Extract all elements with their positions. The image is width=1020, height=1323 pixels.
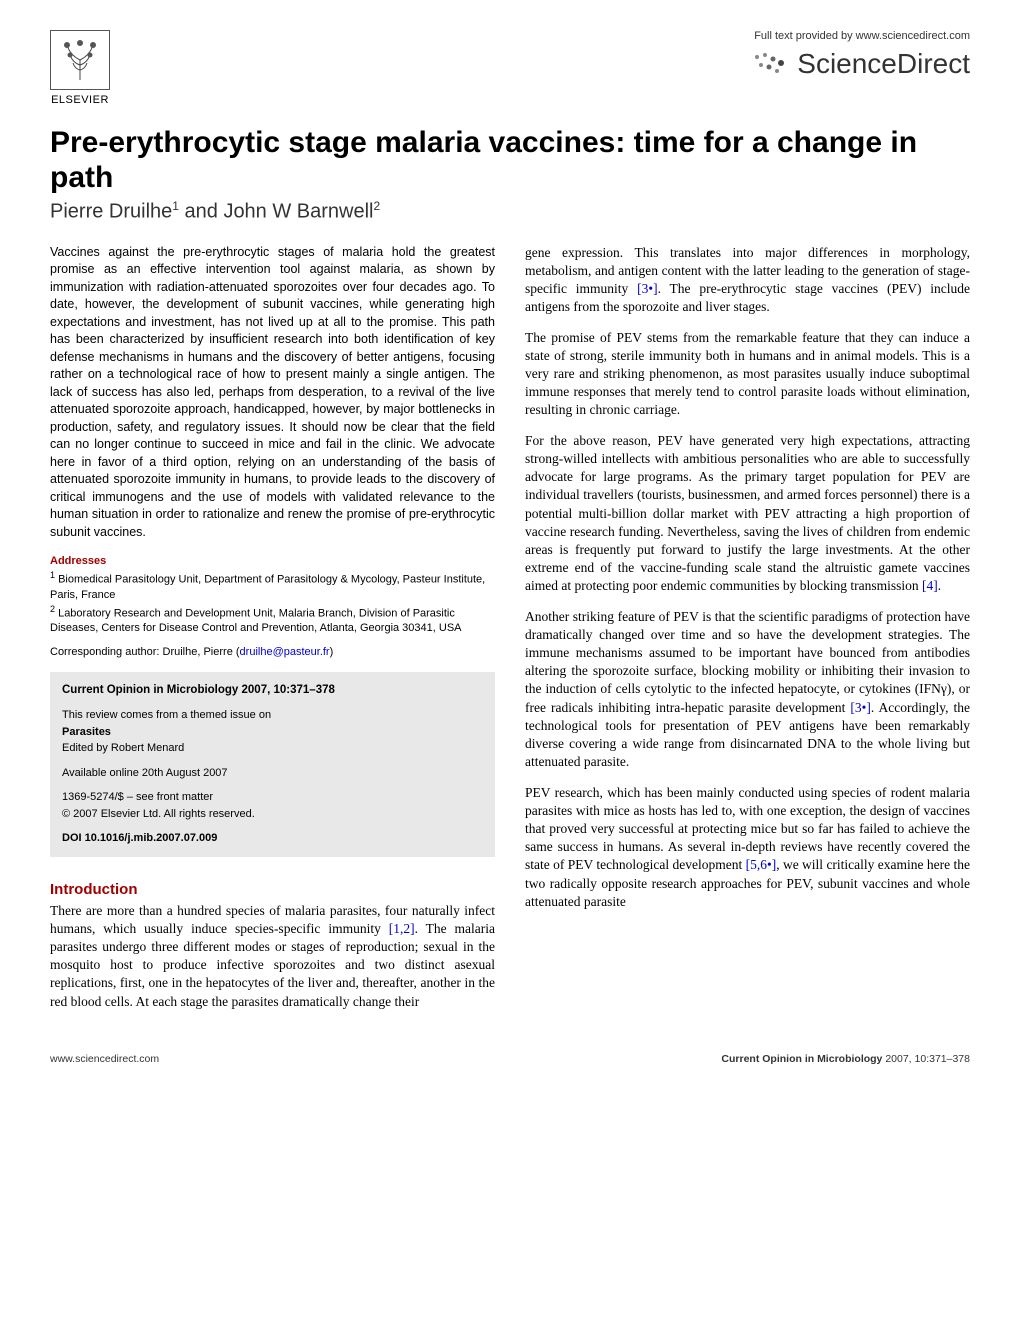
article-title: Pre-erythrocytic stage malaria vaccines:… bbox=[50, 126, 970, 195]
intro-paragraph-1: There are more than a hundred species of… bbox=[50, 902, 495, 1011]
journal-info-box: Current Opinion in Microbiology 2007, 10… bbox=[50, 672, 495, 857]
footer-ref: 2007, 10:371–378 bbox=[882, 1053, 970, 1065]
sd-dots-icon bbox=[749, 49, 789, 79]
addresses-block: 1 Biomedical Parasitology Unit, Departme… bbox=[50, 569, 495, 636]
themed-line1: This review comes from a themed issue on bbox=[62, 709, 271, 721]
col2-p3-a: For the above reason, PEV have generated… bbox=[525, 433, 970, 594]
page-header: ELSEVIER Full text provided by www.scien… bbox=[50, 30, 970, 106]
authors-line: Pierre Druilhe1 and John W Barnwell2 bbox=[50, 199, 970, 224]
col2-paragraph-1: gene expression. This translates into ma… bbox=[525, 244, 970, 317]
edited-by: Edited by Robert Menard bbox=[62, 742, 184, 754]
two-column-layout: Vaccines against the pre-erythrocytic st… bbox=[50, 244, 970, 1023]
doi-line: DOI 10.1016/j.mib.2007.07.009 bbox=[62, 830, 483, 847]
abstract: Vaccines against the pre-erythrocytic st… bbox=[50, 244, 495, 542]
journal-ref-text: Current Opinion in Microbiology 2007, 10… bbox=[62, 684, 335, 696]
page-footer: www.sciencedirect.com Current Opinion in… bbox=[50, 1047, 970, 1065]
themed-line2: Parasites bbox=[62, 726, 111, 738]
footer-left: www.sciencedirect.com bbox=[50, 1053, 159, 1065]
ref-3b[interactable]: [3•] bbox=[850, 700, 870, 715]
ref-1-2[interactable]: [1,2] bbox=[389, 921, 415, 936]
doi-value[interactable]: 10.1016/j.mib.2007.07.009 bbox=[85, 832, 218, 844]
footer-right: Current Opinion in Microbiology 2007, 10… bbox=[721, 1053, 970, 1065]
journal-reference: Current Opinion in Microbiology 2007, 10… bbox=[62, 682, 483, 699]
elsevier-tree-icon bbox=[50, 30, 110, 90]
issn-line: 1369-5274/$ – see front matter bbox=[62, 791, 213, 803]
author-1-affil: 1 bbox=[172, 199, 179, 213]
col2-paragraph-3: For the above reason, PEV have generated… bbox=[525, 432, 970, 596]
available-online: Available online 20th August 2007 bbox=[62, 765, 483, 782]
author-2: John W Barnwell bbox=[223, 201, 373, 223]
corr-close: ) bbox=[330, 646, 334, 658]
corr-label: Corresponding author: Druilhe, Pierre ( bbox=[50, 646, 240, 658]
sciencedirect-block: Full text provided by www.sciencedirect.… bbox=[749, 30, 970, 80]
ref-5-6[interactable]: [5,6•] bbox=[746, 857, 777, 872]
sciencedirect-logo: ScienceDirect bbox=[749, 48, 970, 80]
col2-paragraph-5: PEV research, which has been mainly cond… bbox=[525, 784, 970, 912]
sd-name: ScienceDirect bbox=[797, 48, 970, 80]
right-column: gene expression. This translates into ma… bbox=[525, 244, 970, 1023]
themed-issue-block: This review comes from a themed issue on… bbox=[62, 707, 483, 757]
col2-p3-b: . bbox=[938, 578, 941, 593]
col2-paragraph-2: The promise of PEV stems from the remark… bbox=[525, 329, 970, 420]
col2-paragraph-4: Another striking feature of PEV is that … bbox=[525, 608, 970, 772]
doi-label: DOI bbox=[62, 832, 85, 844]
left-column: Vaccines against the pre-erythrocytic st… bbox=[50, 244, 495, 1023]
introduction-heading: Introduction bbox=[50, 881, 495, 898]
ref-3a[interactable]: [3•] bbox=[637, 281, 657, 296]
author-1: Pierre Druilhe bbox=[50, 201, 172, 223]
addr2-text: Laboratory Research and Development Unit… bbox=[50, 607, 462, 634]
corresponding-author: Corresponding author: Druilhe, Pierre (d… bbox=[50, 646, 495, 658]
footer-journal: Current Opinion in Microbiology bbox=[721, 1053, 882, 1065]
copyright-line: © 2007 Elsevier Ltd. All rights reserved… bbox=[62, 808, 255, 820]
issn-copyright-block: 1369-5274/$ – see front matter © 2007 El… bbox=[62, 789, 483, 822]
addresses-heading: Addresses bbox=[50, 555, 495, 567]
corr-email[interactable]: druilhe@pasteur.fr bbox=[240, 646, 330, 658]
ref-4[interactable]: [4] bbox=[922, 578, 938, 593]
author-2-affil: 2 bbox=[374, 199, 381, 213]
addr1-text: Biomedical Parasitology Unit, Department… bbox=[50, 574, 485, 601]
sd-tagline: Full text provided by www.sciencedirect.… bbox=[749, 30, 970, 42]
elsevier-logo: ELSEVIER bbox=[50, 30, 110, 106]
author-join: and bbox=[179, 201, 223, 223]
elsevier-label: ELSEVIER bbox=[51, 94, 109, 106]
